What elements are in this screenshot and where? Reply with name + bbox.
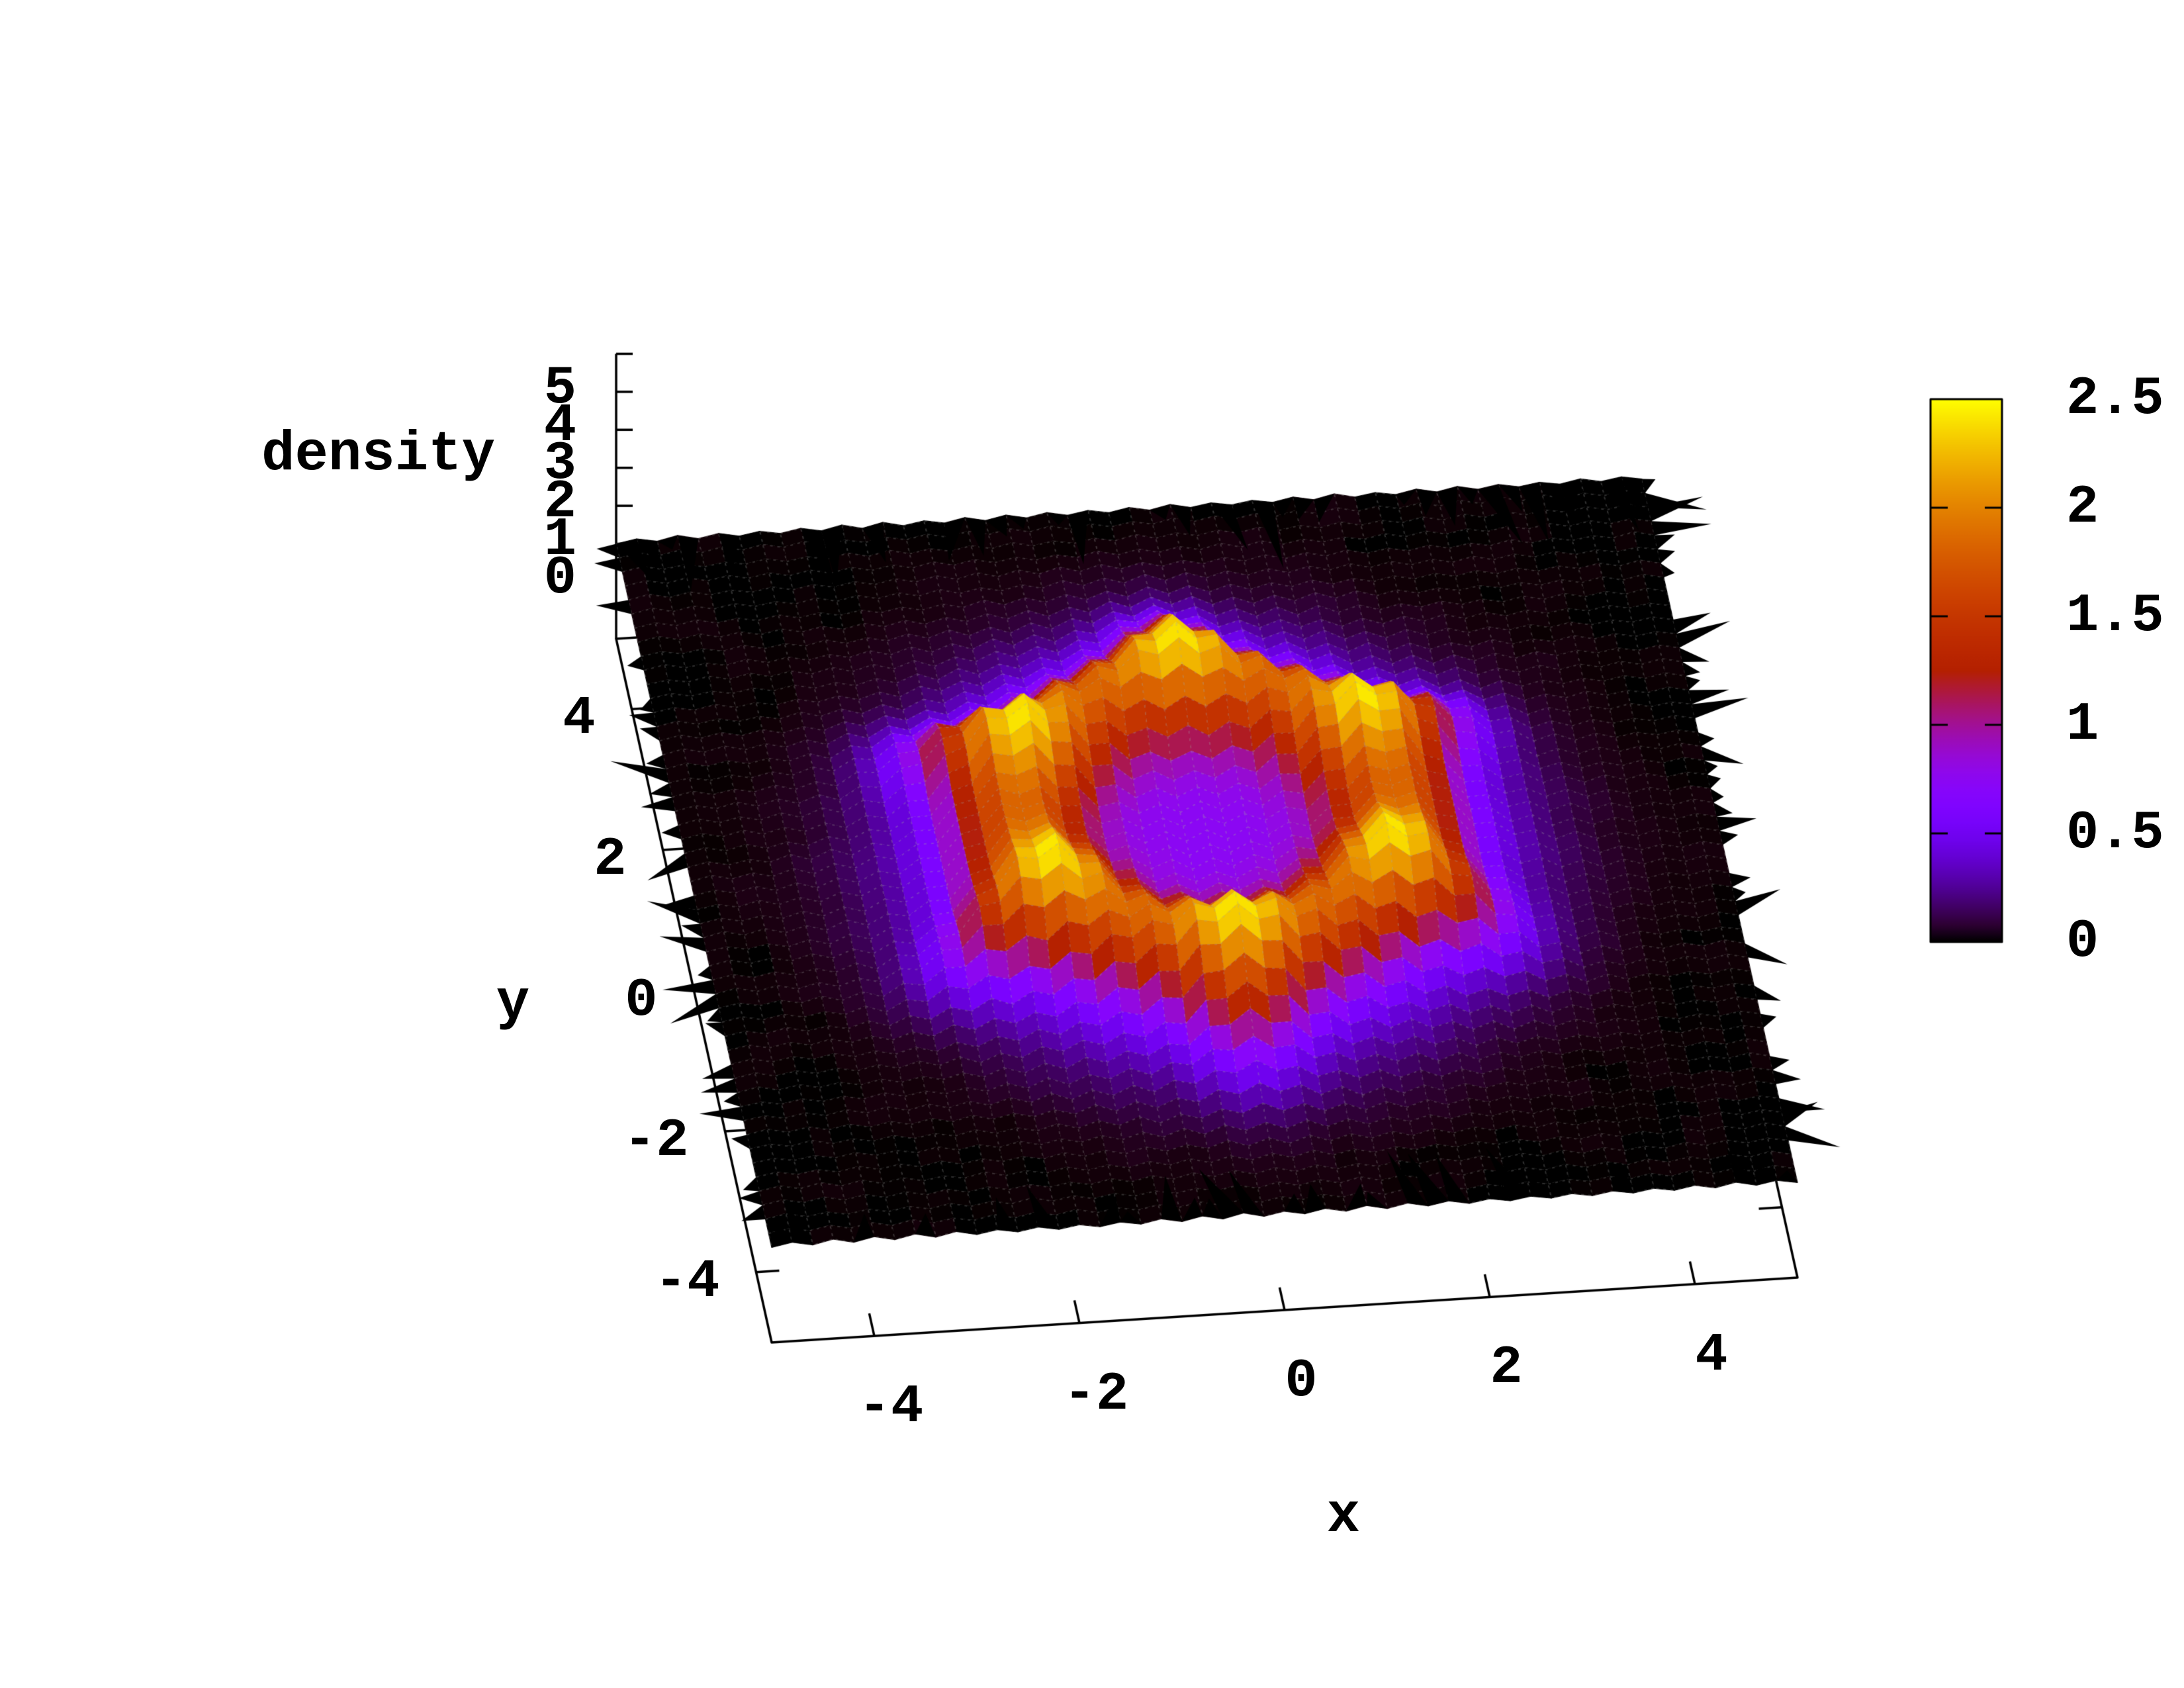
z-tick-label: 3: [543, 433, 576, 495]
z-tick-label: 4: [543, 395, 576, 457]
x-axis-title: x: [1326, 1485, 1361, 1548]
z-tick-label: 1: [543, 509, 576, 571]
colorbar-tick-label: 2: [2066, 477, 2099, 538]
y-tick-label: -2: [623, 1110, 689, 1172]
x-tick-label: 2: [1490, 1337, 1523, 1399]
colorbar-tick-label: 1: [2066, 694, 2099, 755]
x-tick-label: 4: [1695, 1324, 1728, 1386]
y-tick-label: 2: [594, 828, 627, 890]
colorbar-tick-label: 1.5: [2066, 585, 2164, 647]
colorbar-tick-label: 2.5: [2066, 368, 2164, 430]
x-tick-label: -4: [858, 1376, 924, 1438]
x-tick-label: 0: [1285, 1350, 1318, 1412]
z-axis-title: density: [261, 424, 495, 487]
z-tick-label: 2: [543, 471, 576, 533]
z-tick-label: 0: [543, 547, 576, 609]
colorbar-tick-label: 0.5: [2066, 802, 2164, 864]
x-tick-label: -2: [1063, 1363, 1129, 1425]
colorbar-tick-label: 0: [2066, 911, 2099, 972]
y-tick-label: 0: [625, 969, 658, 1031]
y-tick-label: 4: [563, 688, 596, 750]
y-axis-title: y: [496, 972, 530, 1035]
y-tick-label: -4: [655, 1250, 720, 1313]
z-tick-label: 5: [543, 357, 576, 419]
